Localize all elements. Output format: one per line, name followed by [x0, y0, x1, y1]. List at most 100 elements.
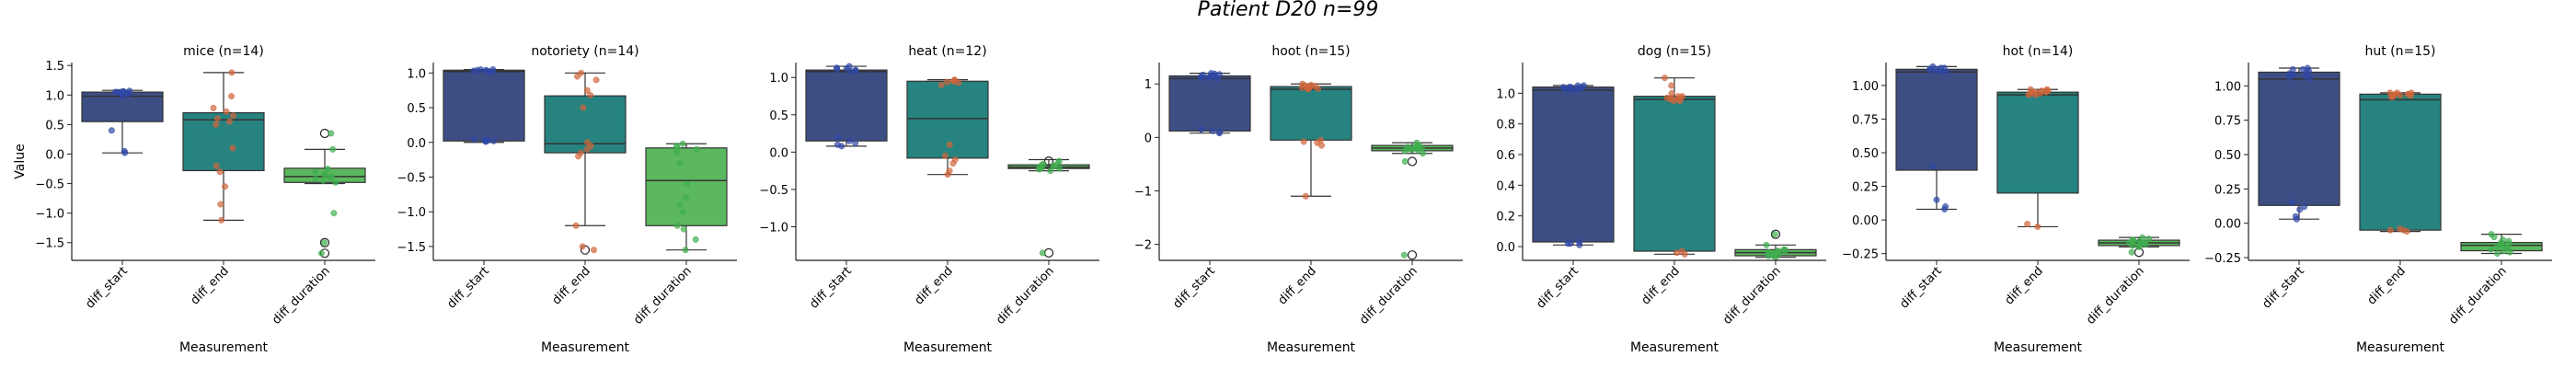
- data-point: [1938, 68, 1946, 75]
- subplot-2: notoriety (n=14) 1.0 0.5 0.0 −0.5 −1.0 −1.5 dif…: [397, 44, 737, 355]
- data-point: [2129, 242, 2136, 249]
- data-point: [228, 69, 236, 76]
- x-tick-label: diff_duration: [2446, 264, 2510, 328]
- data-point: [682, 247, 689, 254]
- x-tick-label: diff_duration: [631, 264, 695, 328]
- data-point: [944, 171, 951, 178]
- y-tick-label: 0.8: [1496, 119, 1515, 132]
- data-point: [321, 170, 328, 178]
- data-point: [834, 64, 841, 72]
- x-tick-label: diff_duration: [1357, 264, 1420, 328]
- data-point: [1215, 130, 1223, 137]
- data-point: [1668, 82, 1675, 89]
- data-point: [213, 162, 220, 169]
- data-point: [838, 143, 845, 150]
- data-point: [1677, 94, 1685, 101]
- data-point: [1668, 89, 1675, 97]
- data-point: [1671, 98, 1677, 105]
- data-point: [1420, 150, 1427, 157]
- data-point: [108, 127, 115, 134]
- data-point: [210, 104, 217, 111]
- y-tick-label: 0.75: [1852, 113, 1879, 127]
- data-point: [2497, 240, 2504, 247]
- data-point: [229, 144, 236, 152]
- data-point: [1662, 75, 1668, 82]
- data-point: [2386, 226, 2394, 234]
- data-point: [1056, 165, 1064, 172]
- data-point: [1415, 146, 1422, 154]
- data-point: [2403, 228, 2410, 236]
- data-point: [225, 118, 233, 125]
- data-point: [1315, 86, 1321, 92]
- data-point: [213, 115, 221, 122]
- x-tick-label: diff_end: [2003, 264, 2046, 307]
- data-point: [834, 133, 842, 141]
- box-diff_duration: [2098, 234, 2180, 258]
- box-body: [805, 69, 888, 142]
- data-point: [2145, 236, 2153, 243]
- data-point: [1209, 127, 1216, 134]
- data-point: [592, 76, 600, 84]
- box-diff_duration: [2460, 231, 2543, 257]
- box-body: [1532, 86, 1615, 243]
- y-tick-label: 1.0: [769, 72, 788, 86]
- x-axis-label: Measurement: [1994, 340, 2083, 355]
- data-point: [327, 174, 334, 181]
- box-diff_end: [1996, 86, 2079, 230]
- data-point: [946, 141, 953, 148]
- subplot-title: hot (n=14): [2003, 44, 2074, 59]
- data-point: [483, 137, 490, 144]
- data-point: [683, 194, 690, 201]
- box-diff_end: [906, 76, 989, 178]
- data-point: [1933, 196, 1940, 203]
- data-point: [676, 159, 684, 167]
- y-tick-label: −1.0: [35, 208, 64, 222]
- x-axis-label: Measurement: [541, 340, 630, 355]
- data-point: [217, 201, 224, 208]
- y-tick-label: 0.25: [1852, 181, 1879, 195]
- data-point: [679, 208, 686, 215]
- data-point: [1204, 74, 1212, 81]
- y-tick-label: 1.0: [1496, 87, 1515, 101]
- box-diff_start: [81, 87, 164, 156]
- box-diff_duration: [1734, 229, 1817, 261]
- y-tick-label: 0.0: [769, 146, 788, 160]
- data-point: [1771, 231, 1778, 238]
- data-point: [2305, 67, 2312, 75]
- data-point: [1040, 160, 1047, 167]
- subplot-7: hut (n=15) 1.00 0.75 0.50 0.25 0.00 −0.25 diff_…: [2204, 44, 2552, 355]
- x-tick-label: diff_duration: [270, 264, 333, 328]
- data-point: [490, 137, 498, 144]
- data-point: [2296, 206, 2304, 213]
- data-point: [693, 145, 700, 153]
- outlier-point: [1407, 250, 1418, 260]
- data-point: [1306, 84, 1314, 91]
- data-point: [2488, 246, 2495, 253]
- data-point: [574, 73, 581, 80]
- data-point: [2289, 66, 2296, 73]
- data-point: [332, 178, 339, 186]
- data-point: [2129, 236, 2136, 244]
- data-point: [1560, 85, 1568, 92]
- data-point: [1681, 250, 1688, 258]
- y-tick-label: 1.5: [45, 60, 64, 74]
- box-diff_start: [1168, 70, 1251, 137]
- x-tick-label: diff_start: [1897, 264, 1944, 311]
- data-point: [591, 247, 597, 254]
- y-tick-label: 0.6: [1496, 149, 1515, 163]
- box-diff_duration: [1007, 155, 1090, 258]
- data-point: [680, 225, 687, 233]
- box-body: [2359, 93, 2442, 231]
- data-point: [1047, 167, 1054, 175]
- data-point: [216, 168, 224, 176]
- x-tick-label: diff_end: [2365, 264, 2409, 307]
- y-axis-label: Value: [13, 144, 28, 178]
- subplot-title: hut (n=15): [2364, 44, 2435, 59]
- data-point: [2503, 243, 2511, 250]
- y-tick-label: 0.0: [407, 137, 426, 151]
- figure-title: Patient D20 n=99: [1197, 0, 1379, 21]
- box-diff_start: [1895, 63, 1978, 213]
- box-diff_end: [544, 69, 627, 255]
- y-tick-label: 1.0: [45, 89, 64, 103]
- subplot-title: notoriety (n=14): [531, 44, 638, 59]
